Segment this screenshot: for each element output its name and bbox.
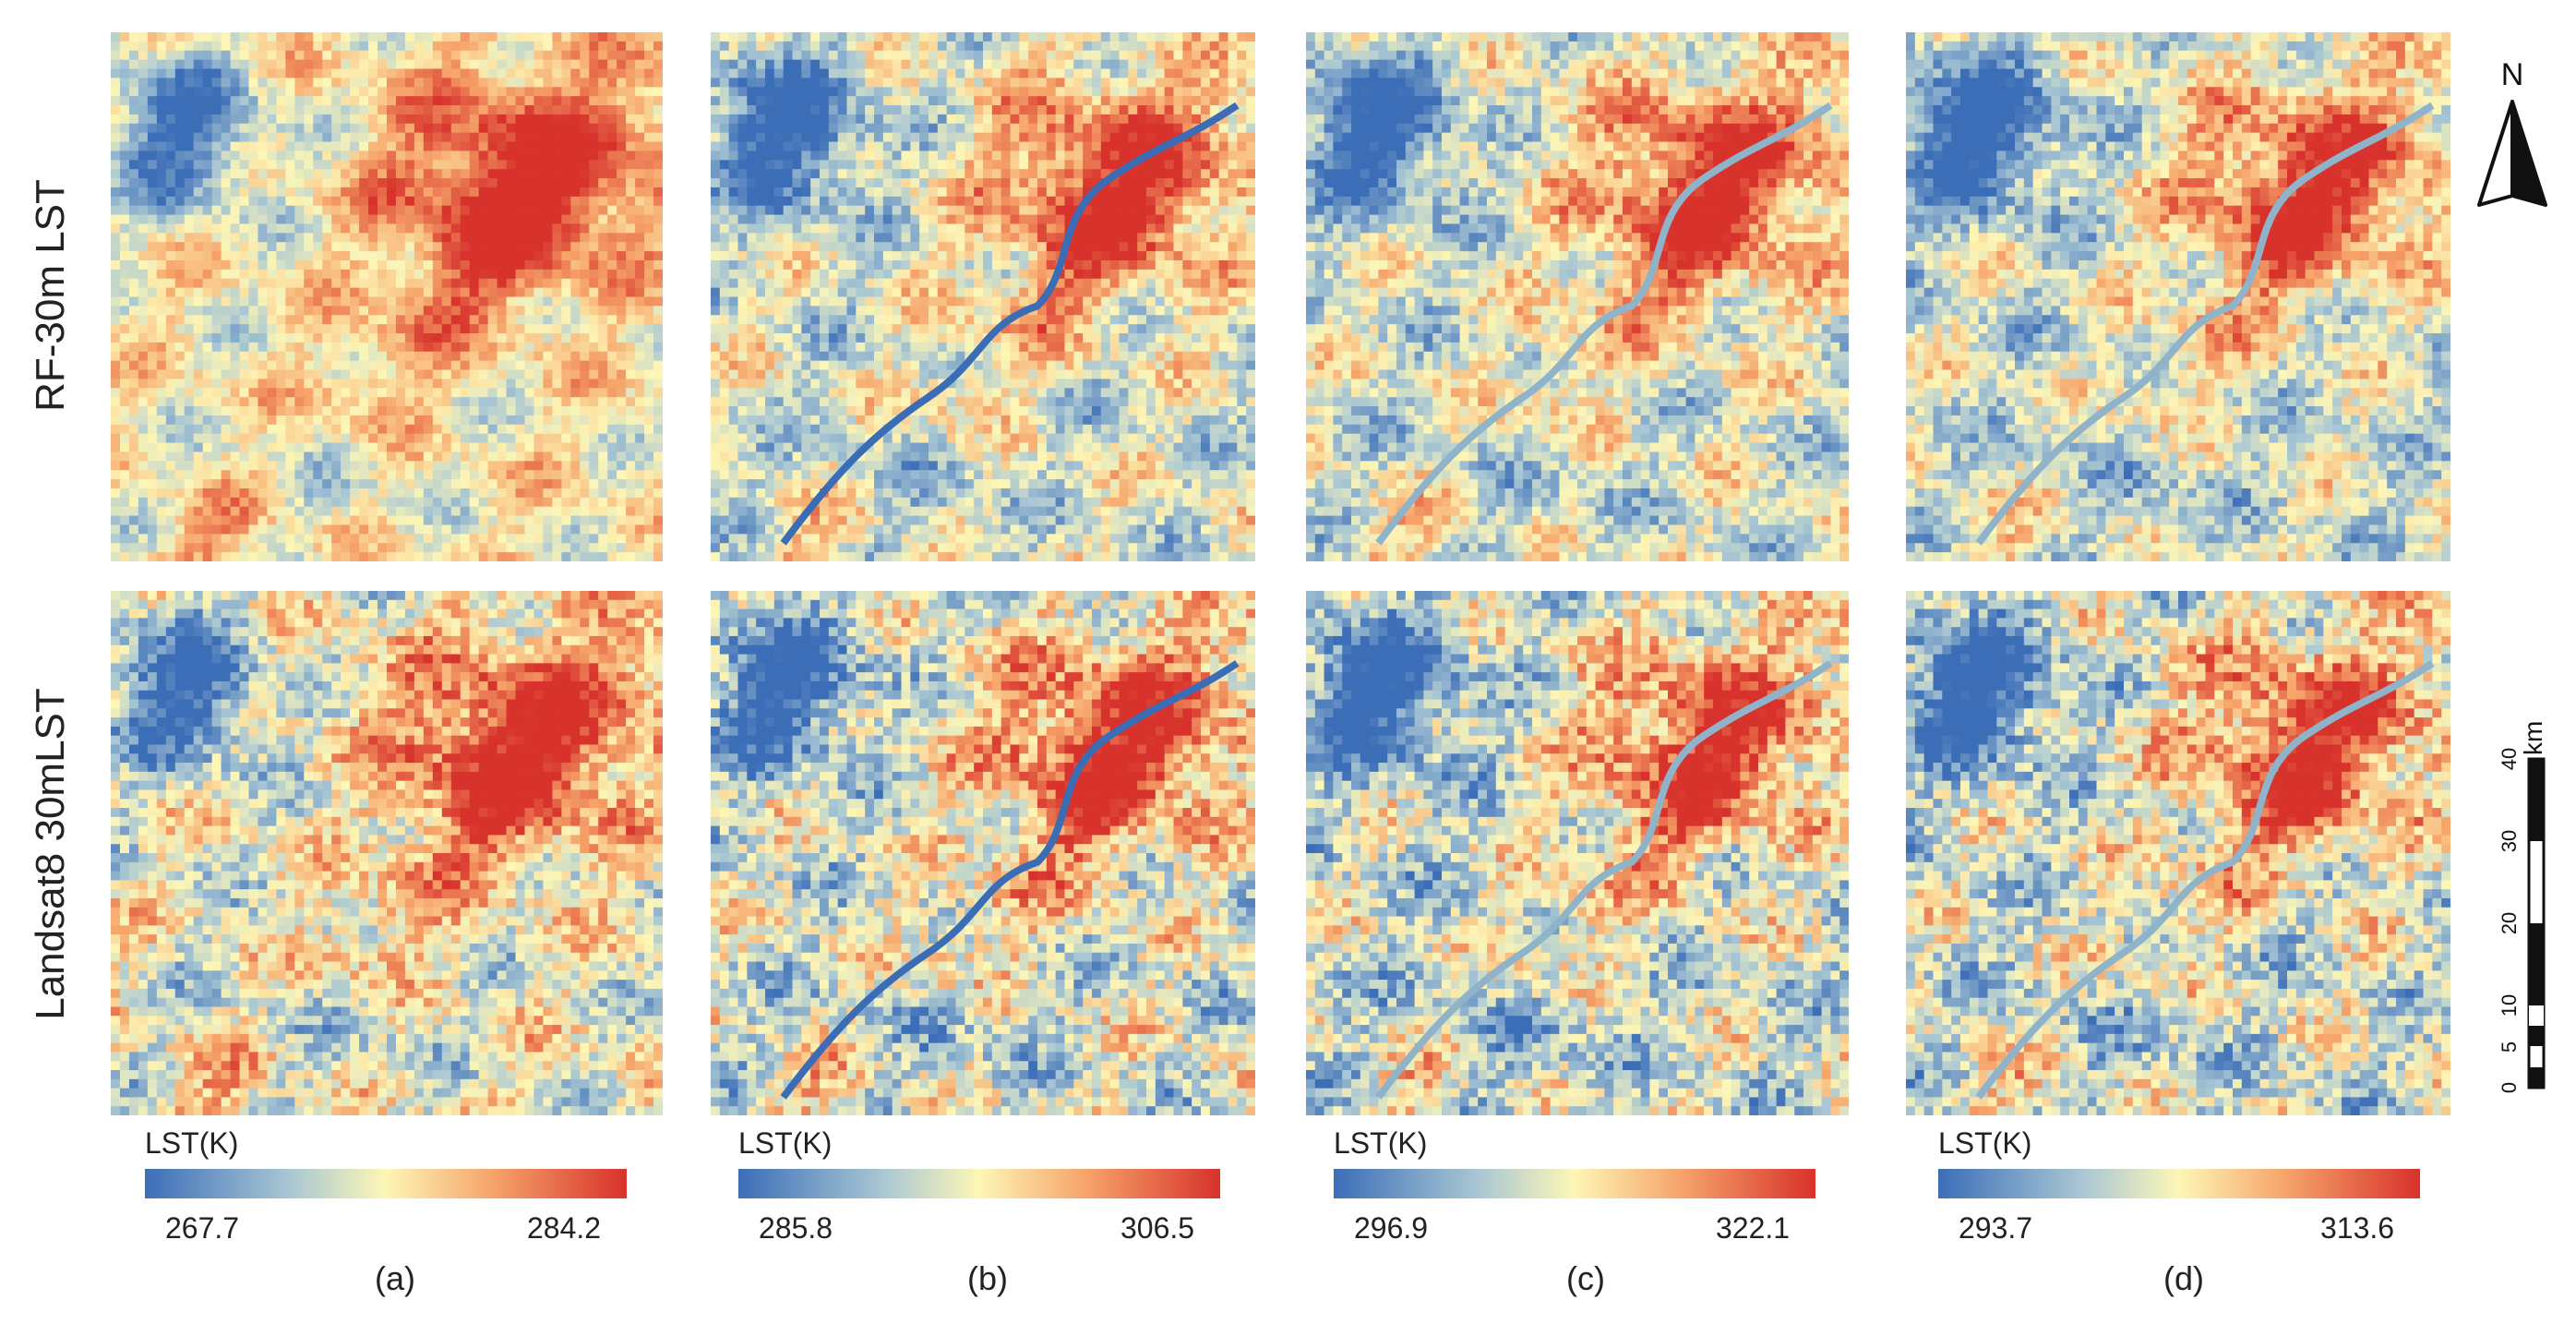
map-landsat-d	[1906, 591, 2450, 1115]
legend-title: LST(K)	[1334, 1126, 1427, 1161]
panel-letter-d: (d)	[2138, 1259, 2230, 1298]
scale-tick-40: 40	[2498, 748, 2521, 770]
scale-tick-0: 0	[2498, 1082, 2521, 1093]
legend-min-value: 296.9	[1354, 1211, 1428, 1246]
row-label-landsat: Landsat8 30mLST	[0, 591, 102, 1117]
legend-min-value: 267.7	[165, 1211, 239, 1246]
river	[1375, 660, 1833, 1100]
lst-raster	[711, 32, 1255, 561]
legend-d: LST(K) 293.7 313.6	[1911, 1126, 2464, 1256]
legend-title: LST(K)	[145, 1126, 238, 1161]
scale-unit: km	[2519, 721, 2547, 755]
lst-raster	[1306, 591, 1849, 1115]
lst-raster	[1906, 591, 2450, 1115]
row-label-rf: RF-30m LST	[0, 32, 102, 559]
river	[780, 102, 1240, 546]
map-landsat-b	[711, 591, 1255, 1115]
map-rf-c	[1306, 32, 1849, 561]
legend-title: LST(K)	[738, 1126, 832, 1161]
colorbar	[738, 1169, 1220, 1198]
row-label-landsat-text: Landsat8 30mLST	[28, 688, 74, 1020]
legend-a: LST(K) 267.7 284.2	[117, 1126, 671, 1256]
map-landsat-c	[1306, 591, 1849, 1115]
legend-b: LST(K) 285.8 306.5	[711, 1126, 1264, 1256]
panel-letter-a: (a)	[349, 1259, 441, 1298]
scale-bar: km 40 30 20 10 5 0	[2498, 721, 2547, 1093]
lst-raster	[111, 591, 663, 1115]
colorbar	[145, 1169, 627, 1198]
legend-max-value: 284.2	[527, 1211, 601, 1246]
legend-max-value: 313.6	[2320, 1211, 2394, 1246]
river	[1975, 660, 2435, 1100]
lst-raster	[111, 32, 663, 561]
scale-tick-20: 20	[2498, 912, 2521, 934]
legend-title: LST(K)	[1938, 1126, 2031, 1161]
lst-raster	[1306, 32, 1849, 561]
scale-tick-30: 30	[2498, 830, 2521, 852]
river	[1375, 102, 1833, 546]
lst-raster	[1906, 32, 2450, 561]
river	[780, 660, 1240, 1100]
map-rf-a	[111, 32, 663, 561]
legend-max-value: 322.1	[1716, 1211, 1790, 1246]
colorbar	[1334, 1169, 1815, 1198]
north-arrow-icon: N	[2477, 57, 2547, 207]
map-rf-d	[1906, 32, 2450, 561]
map-rf-b	[711, 32, 1255, 561]
map-landsat-a	[111, 591, 663, 1115]
legend-min-value: 293.7	[1959, 1211, 2032, 1246]
row-label-rf-text: RF-30m LST	[28, 179, 74, 412]
panel-letter-c: (c)	[1540, 1259, 1632, 1298]
north-label: N	[2501, 57, 2524, 92]
scale-tick-10: 10	[2498, 994, 2521, 1017]
legend-min-value: 285.8	[759, 1211, 833, 1246]
river	[1975, 102, 2435, 546]
scale-tick-5: 5	[2498, 1041, 2521, 1053]
colorbar	[1938, 1169, 2420, 1198]
panel-letter-b: (b)	[941, 1259, 1034, 1298]
legend-c: LST(K) 296.9 322.1	[1306, 1126, 1860, 1256]
legend-max-value: 306.5	[1120, 1211, 1194, 1246]
lst-raster	[711, 591, 1255, 1115]
